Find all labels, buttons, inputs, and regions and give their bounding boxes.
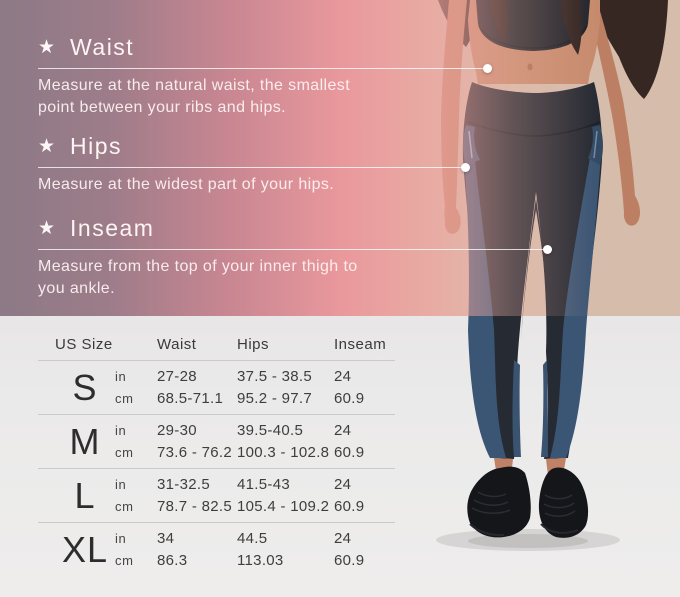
waist-in: 31-32.5 [157, 476, 210, 493]
measurement-line-waist [38, 64, 492, 73]
table-row-m: M in cm 29-30 73.6 - 76.2 39.5-40.5 100.… [38, 414, 395, 468]
header-us-size: US Size [55, 336, 113, 353]
star-icon: ★ [38, 217, 56, 239]
measurement-line-inseam [38, 245, 552, 254]
size-table: US Size Waist Hips Inseam S in cm 27-28 … [38, 330, 395, 576]
star-icon: ★ [38, 135, 56, 157]
waist-cm: 78.7 - 82.5 [157, 498, 233, 515]
hips-values: 37.5 - 38.5 95.2 - 97.7 [237, 367, 334, 409]
measurement-guide: ★ Waist Measure at the natural waist, th… [38, 33, 552, 297]
hips-cm: 95.2 - 97.7 [237, 390, 313, 407]
section-title: Waist [70, 33, 135, 60]
inseam-cm: 60.9 [334, 552, 365, 569]
waist-values: 31-32.5 78.7 - 82.5 [157, 475, 237, 517]
waist-values: 29-30 73.6 - 76.2 [157, 421, 237, 463]
table-row-l: L in cm 31-32.5 78.7 - 82.5 41.5-43 105.… [38, 468, 395, 522]
waist-values: 27-28 68.5-71.1 [157, 367, 237, 409]
hips-in: 44.5 [237, 530, 268, 547]
size-label: XL [61, 529, 109, 570]
waist-cm: 73.6 - 76.2 [157, 444, 233, 461]
measurement-point-waist [483, 64, 492, 73]
guide-section-hips-description: Measure at the widest part of your hips. [38, 176, 335, 193]
table-row-xl: XL in cm 34 86.3 44.5 113.03 24 60.9 [38, 522, 395, 576]
waist-values: 34 86.3 [157, 529, 237, 571]
measurement-line-hips [38, 163, 470, 172]
unit-in: in [115, 423, 127, 438]
hips-values: 39.5-40.5 100.3 - 102.8 [237, 421, 334, 463]
hips-in: 39.5-40.5 [237, 422, 304, 439]
unit-labels: in cm [115, 475, 157, 517]
table-row-s: S in cm 27-28 68.5-71.1 37.5 - 38.5 95.2… [38, 360, 395, 414]
guide-section-hips-title: ★ Hips [38, 133, 122, 159]
unit-cm: cm [115, 499, 134, 514]
header-inseam: Inseam [334, 336, 387, 353]
guide-section-inseam-title: ★ Inseam [38, 215, 154, 241]
unit-cm: cm [115, 553, 134, 568]
hips-cm: 113.03 [237, 552, 284, 569]
hips-cm: 100.3 - 102.8 [237, 444, 330, 461]
hips-cm: 105.4 - 109.2 [237, 498, 330, 515]
inseam-values: 24 60.9 [334, 421, 395, 463]
inseam-cm: 60.9 [334, 444, 365, 461]
size-label: L [74, 475, 96, 516]
unit-cm: cm [115, 391, 134, 406]
inseam-cm: 60.9 [334, 390, 365, 407]
guide-section-inseam-description: Measure from the top of your inner thigh… [38, 258, 358, 297]
inseam-values: 24 60.9 [334, 367, 395, 409]
inseam-values: 24 60.9 [334, 475, 395, 517]
waist-cm: 68.5-71.1 [157, 390, 224, 407]
hips-in: 37.5 - 38.5 [237, 368, 313, 385]
hips-in: 41.5-43 [237, 476, 290, 493]
waist-cm: 86.3 [157, 552, 188, 569]
hips-values: 41.5-43 105.4 - 109.2 [237, 475, 334, 517]
measurement-point-hips [461, 163, 470, 172]
section-title: Hips [70, 132, 123, 159]
size-label: M [69, 421, 101, 462]
unit-labels: in cm [115, 421, 157, 463]
waist-in: 34 [157, 530, 175, 547]
inseam-in: 24 [334, 530, 352, 547]
inseam-cm: 60.9 [334, 498, 365, 515]
inseam-in: 24 [334, 422, 352, 439]
star-icon: ★ [38, 36, 56, 58]
measurement-point-inseam [543, 245, 552, 254]
unit-in: in [115, 477, 127, 492]
hips-values: 44.5 113.03 [237, 529, 334, 571]
unit-in: in [115, 369, 127, 384]
unit-labels: in cm [115, 367, 157, 409]
inseam-in: 24 [334, 476, 352, 493]
unit-labels: in cm [115, 529, 157, 571]
unit-cm: cm [115, 445, 134, 460]
unit-in: in [115, 531, 127, 546]
inseam-in: 24 [334, 368, 352, 385]
size-label: S [72, 367, 98, 408]
waist-in: 29-30 [157, 422, 197, 439]
guide-section-waist-title: ★ Waist [38, 34, 134, 60]
guide-section-waist-description: Measure at the natural waist, the smalle… [38, 77, 351, 116]
section-title: Inseam [70, 214, 155, 241]
size-table-header: US Size Waist Hips Inseam [38, 330, 395, 360]
header-waist: Waist [157, 336, 197, 353]
inseam-values: 24 60.9 [334, 529, 395, 571]
header-hips: Hips [237, 336, 270, 353]
waist-in: 27-28 [157, 368, 197, 385]
